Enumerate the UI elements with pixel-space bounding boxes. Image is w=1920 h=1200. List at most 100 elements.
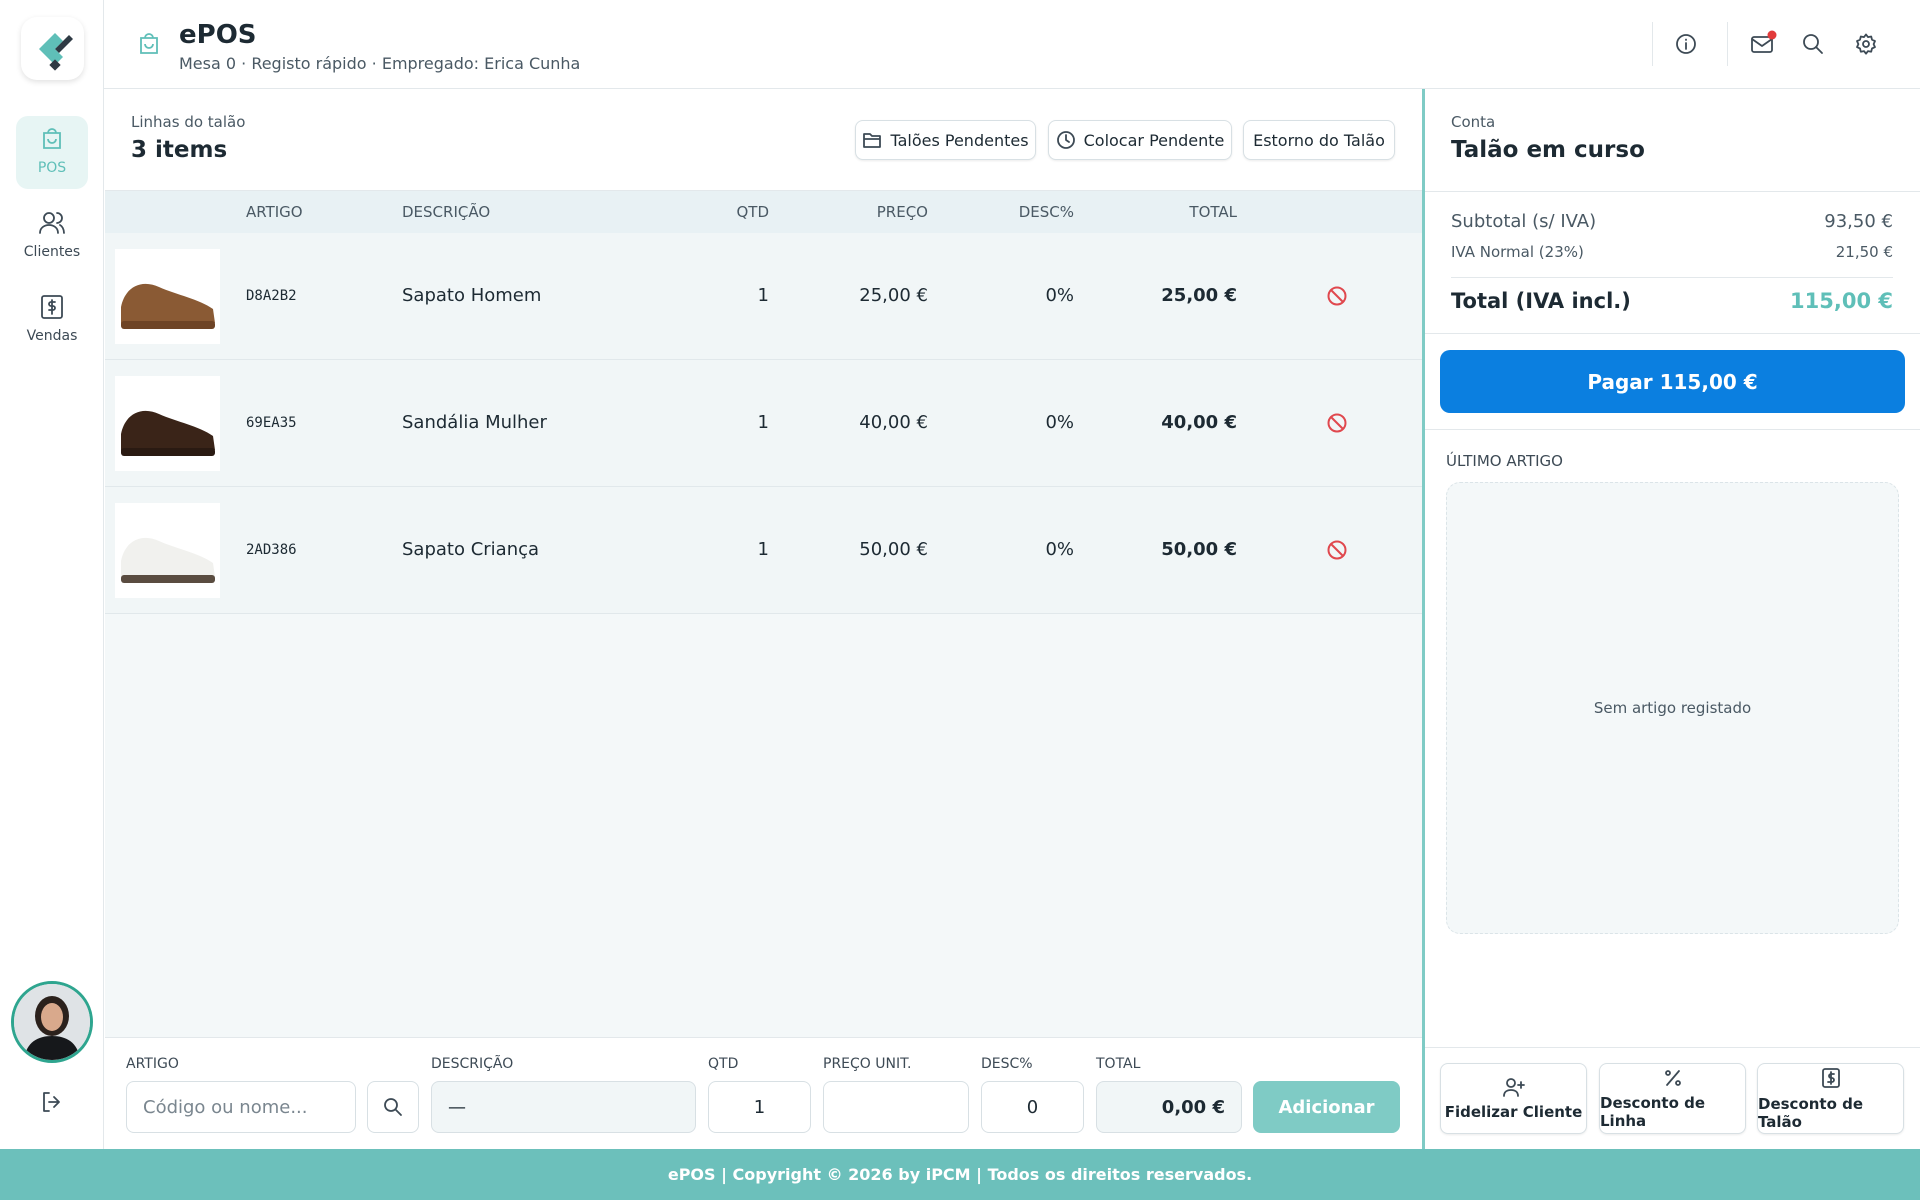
field-label: QTD [708,1056,739,1072]
nav-label: POS [37,160,67,176]
divider [1425,1047,1920,1048]
button-label: Colocar Pendente [1083,130,1225,150]
search-article-button[interactable] [367,1081,419,1133]
loyalty-button[interactable]: Fidelizar Cliente [1440,1063,1587,1134]
button-label: Fidelizar Cliente [1444,1102,1583,1121]
cell: 1 [757,539,769,560]
shoe [121,537,215,583]
cell: 25,00 € [859,285,928,306]
cell: 2AD386 [246,542,297,558]
set-pending-button[interactable]: Colocar Pendente [1048,120,1232,160]
vat-value: 21,50 € [1835,243,1893,261]
remove-line-button[interactable] [1326,412,1348,434]
button-label: Estorno do Talão [1253,130,1385,150]
pay-button[interactable]: Pagar 115,00 € [1440,350,1905,413]
bag-icon [140,33,158,54]
nav-vendas[interactable]: Vendas [16,284,88,354]
invoice-icon [1821,1067,1840,1088]
price-input[interactable] [823,1081,969,1133]
cell: 25,00 € [1161,285,1237,306]
product-image [115,249,220,344]
top-bar: ePOS Mesa 0 · Registo rápido · Empregado… [104,0,1920,89]
pending-receipts-button[interactable]: Talões Pendentes [855,120,1036,160]
nav-label: Vendas [26,328,78,344]
user-plus-icon [1502,1077,1525,1097]
table-row [105,487,1422,614]
shoe [121,283,215,329]
cell: Sandália Mulher [402,412,547,433]
remove-line-button[interactable] [1326,539,1348,561]
logout-icon[interactable] [40,1090,64,1114]
lines-label: Linhas do talão [131,113,246,131]
article-input[interactable]: Código ou nome... [126,1081,356,1133]
last-item-box: Sem artigo registado [1446,482,1899,934]
nav-clientes[interactable]: Clientes [16,200,88,270]
user-avatar[interactable] [11,981,93,1063]
cell: 0% [1045,412,1074,433]
account-title: Talão em curso [1451,137,1645,163]
cell: 1 [757,285,769,306]
total-input: 0,00 € [1096,1081,1242,1133]
product-image [115,503,220,598]
column-header: QTD [736,203,769,221]
mail-button[interactable] [1749,30,1777,58]
column-header: DESCRIÇÃO [402,203,491,221]
clock-icon [1056,131,1075,149]
column-header: PREÇO [876,203,928,221]
cell: Sapato Homem [402,285,542,306]
search-icon [384,1098,402,1116]
line-discount-button[interactable]: Desconto de Linha [1599,1063,1746,1134]
nav-pos[interactable]: POS [16,116,88,189]
lines-count: 3 items [131,137,228,163]
info-button[interactable] [1674,32,1698,56]
subtotal-value: 93,50 € [1824,211,1893,232]
button-label: Desconto de Talão [1758,1094,1864,1131]
logo[interactable] [21,17,84,80]
qty-input[interactable]: 1 [708,1081,811,1133]
product-image [115,376,220,471]
app-title: ePOS [179,20,257,50]
remove-icon [1327,413,1347,433]
percent-icon [1664,1069,1681,1086]
app-subtitle: Mesa 0 · Registo rápido · Empregado: Eri… [179,54,581,73]
table-row [105,360,1422,487]
account-label: Conta [1451,113,1496,131]
button-label: Desconto de Linha [1600,1093,1706,1130]
cell: 40,00 € [859,412,928,433]
table-header [105,191,1422,233]
remove-line-button[interactable] [1326,285,1348,307]
cell: Sapato Criança [402,539,540,560]
cell: 0% [1045,539,1074,560]
add-button[interactable]: Adicionar [1253,1081,1400,1133]
field-label: ARTIGO [126,1056,179,1072]
discount-input[interactable]: 0 [981,1081,1084,1133]
cell: 69EA35 [246,415,297,431]
settings-button[interactable] [1854,32,1878,56]
cell: 50,00 € [859,539,928,560]
total-label: Total (IVA incl.) [1451,289,1631,313]
description-input: — [431,1081,696,1133]
refund-button[interactable]: Estorno do Talão [1243,120,1395,160]
bag-icon [43,128,61,149]
field-label: TOTAL [1096,1056,1141,1072]
footer: ePOS | Copyright © 2026 by iPCM | Todos … [0,1149,1920,1200]
total-value: 115,00 € [1790,289,1893,313]
folder-icon [863,133,882,148]
users-icon [39,212,65,234]
cell: D8A2B2 [246,288,297,304]
last-item-title: ÚLTIMO ARTIGO [1446,452,1563,470]
invoice-icon [41,295,63,319]
separator [1652,22,1653,66]
logo-mark [39,33,73,71]
search-button[interactable] [1801,32,1825,56]
receipt-discount-button[interactable]: Desconto de Talão [1757,1063,1904,1134]
sidebar: POS Clientes Vendas [0,0,104,1149]
divider [1451,277,1893,278]
divider [1425,429,1920,430]
separator [1727,22,1728,66]
divider [1425,191,1920,192]
shoe [121,410,215,456]
remove-icon [1327,286,1347,306]
field-label: DESC% [981,1056,1033,1072]
